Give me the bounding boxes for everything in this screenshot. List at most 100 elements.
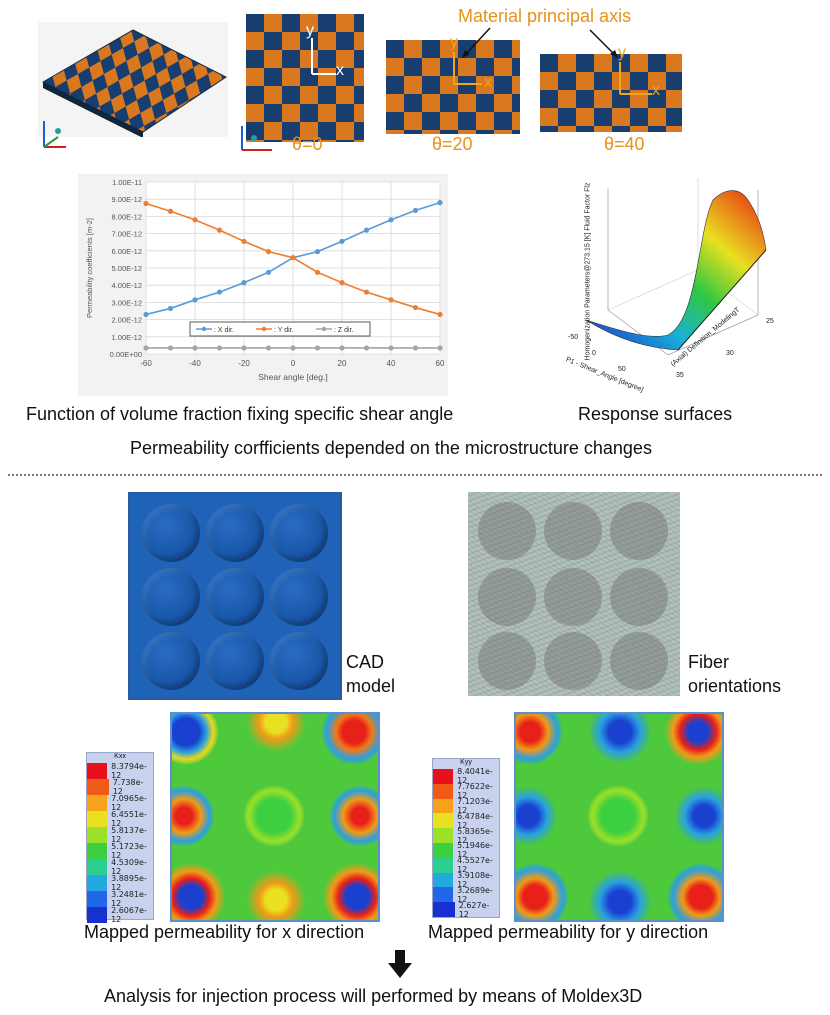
series-point-3 xyxy=(143,345,149,351)
kxx-legend-swatch xyxy=(87,795,108,811)
chart-legend-box xyxy=(189,321,371,337)
series-point-3 xyxy=(437,345,443,351)
kyy-legend-swatch xyxy=(433,813,454,829)
surface-tick-a1: 0 xyxy=(592,350,596,357)
axis-y-label: y xyxy=(306,22,314,39)
top-summary-caption: Permeability corfficients depended on th… xyxy=(130,438,652,458)
kyy-legend: Kyy 8.4041e-12 7.7622e-12 7.1203e-12 6.4784… xyxy=(432,758,500,919)
surface-zlabel: Homogenization Parameters@273.15 [K] Flu… xyxy=(584,182,592,361)
series-point-2 xyxy=(339,280,345,286)
kxx-legend-value: 3.2481e-12 xyxy=(111,890,147,908)
kyy-legend-title: Kyy xyxy=(460,759,472,766)
kyy-legend-swatch xyxy=(433,857,454,873)
series-point-3 xyxy=(192,345,198,351)
permeability-chart: 0.00E+00 1.00E-12 2.00E-12 3.00E-12 4.00E-12… xyxy=(78,174,448,396)
y-tick-label: 7.00E-12 xyxy=(112,230,142,239)
cad-model-panel xyxy=(128,492,342,700)
kxx-legend-title: Kxx xyxy=(114,753,126,760)
y-tick-label: 1.00E-11 xyxy=(112,178,142,187)
principal-axis-theta0 xyxy=(300,28,350,83)
kyy-legend-row: 7.1203e-12 xyxy=(433,797,499,815)
series-point-2 xyxy=(265,249,272,255)
weave-panel-theta0 xyxy=(246,14,364,142)
weave-panel-theta40 xyxy=(540,54,682,132)
fiber-caption-line1: Fiber xyxy=(688,652,730,672)
kxx-legend-row: 5.8137e-12 xyxy=(87,826,153,844)
kyy-legend-swatch xyxy=(433,842,454,858)
y-tick-label: 4.00E-12 xyxy=(112,281,142,290)
kyy-legend-swatch xyxy=(433,828,454,843)
x-tick-label: -60 xyxy=(140,359,152,368)
y-tick-label: 5.00E-12 xyxy=(112,264,142,273)
kyy-legend-row: 6.4784e-12 xyxy=(433,811,499,830)
kyy-legend-row: 3.9108e-12 xyxy=(433,871,499,889)
kyy-legend-swatch xyxy=(433,902,455,917)
y-tick-label: 9.00E-12 xyxy=(112,195,142,204)
section-divider xyxy=(8,474,822,476)
theta-label-0: θ=0 xyxy=(292,134,323,154)
axis-x-label: x xyxy=(336,62,344,79)
series-point-3 xyxy=(363,345,370,351)
material-axis-annotation: Material principal axis xyxy=(458,6,632,26)
series-point-3 xyxy=(314,345,321,351)
x-axis-label: Shear angle [deg.] xyxy=(258,372,327,382)
kyy-legend-row: 5.1946e-12 xyxy=(433,841,499,859)
kyy-map-panel xyxy=(514,712,724,922)
series-point-1 xyxy=(339,238,345,244)
down-arrow-icon xyxy=(388,950,412,980)
kyy-legend-value: 4.5527e-12 xyxy=(457,856,493,875)
series-point-2 xyxy=(167,208,174,214)
y-tick-label: 8.00E-12 xyxy=(112,212,142,221)
kxx-legend-row: 3.2481e-12 xyxy=(87,890,153,908)
series-point-3 xyxy=(339,345,345,351)
legend-label-2: : Y dir. xyxy=(274,327,294,334)
surface-tick-a2: 50 xyxy=(618,366,626,373)
kyy-legend-value: 2.627e-12 xyxy=(458,900,490,919)
chart-svg: 0.00E+00 1.00E-12 2.00E-12 3.00E-12 4.00E-12… xyxy=(85,178,445,382)
kyy-legend-swatch xyxy=(433,887,454,903)
kxx-legend: Kxx 8.3794e-12 7.738e-12 7.0965e-12 6.4551e… xyxy=(86,752,154,924)
kxx-legend-swatch xyxy=(87,907,108,923)
series-point-2 xyxy=(388,297,394,303)
x-tick-label: -40 xyxy=(189,359,201,368)
series-point-1 xyxy=(167,305,174,312)
legend-marker-2 xyxy=(261,326,267,332)
woven-3d-model xyxy=(38,22,228,138)
kyy-legend-row: 8.4041e-12 xyxy=(433,767,499,786)
kxx-legend-value: 2.6067e-12 xyxy=(111,906,147,924)
kxx-legend-value: 7.0965e-12 xyxy=(111,794,147,812)
kyy-legend-value: 8.4041e-12 xyxy=(457,767,493,786)
perm-x-caption: Mapped permeability for x direction xyxy=(84,922,365,942)
bottom-caption: Analysis for injection process will perf… xyxy=(104,986,643,1006)
series-point-1 xyxy=(437,200,443,206)
weave-panel-theta20 xyxy=(386,40,520,134)
series-point-3 xyxy=(216,345,223,351)
kyy-legend-value: 3.2689e-12 xyxy=(457,885,493,904)
axis-triad-icon xyxy=(236,122,276,154)
kxx-legend-value: 8.3794e-12 xyxy=(111,762,147,780)
legend-label-1: : X dir. xyxy=(214,327,234,334)
kxx-legend-row: 4.5309e-12 xyxy=(87,858,153,876)
y-tick-label: 2.00E-12 xyxy=(112,316,142,325)
axis-y-label: y xyxy=(450,34,458,51)
series-point-3 xyxy=(290,345,296,351)
axis-triad-icon xyxy=(40,117,70,151)
response-surface-plot xyxy=(548,170,778,395)
legend-marker-1 xyxy=(201,326,207,332)
surface-tick-b1: 30 xyxy=(726,350,734,357)
series-point-1 xyxy=(192,297,198,303)
series-point-3 xyxy=(388,345,394,351)
kyy-legend-value: 6.4784e-12 xyxy=(457,811,493,830)
kyy-legend-value: 7.1203e-12 xyxy=(457,797,493,815)
y-axis-label: Permeability coefficients [m-2] xyxy=(85,218,94,318)
kxx-legend-swatch xyxy=(87,843,108,859)
kyy-legend-swatch xyxy=(433,783,454,799)
kxx-legend-swatch xyxy=(87,827,108,843)
series-point-1 xyxy=(143,311,149,318)
series-point-3 xyxy=(241,345,247,351)
x-tick-label: 20 xyxy=(338,359,347,368)
fiber-orientation-panel xyxy=(468,492,680,696)
kxx-legend-row: 7.0965e-12 xyxy=(87,794,153,812)
fiber-caption-line2: orientations xyxy=(688,676,782,696)
series-point-1 xyxy=(388,217,394,223)
